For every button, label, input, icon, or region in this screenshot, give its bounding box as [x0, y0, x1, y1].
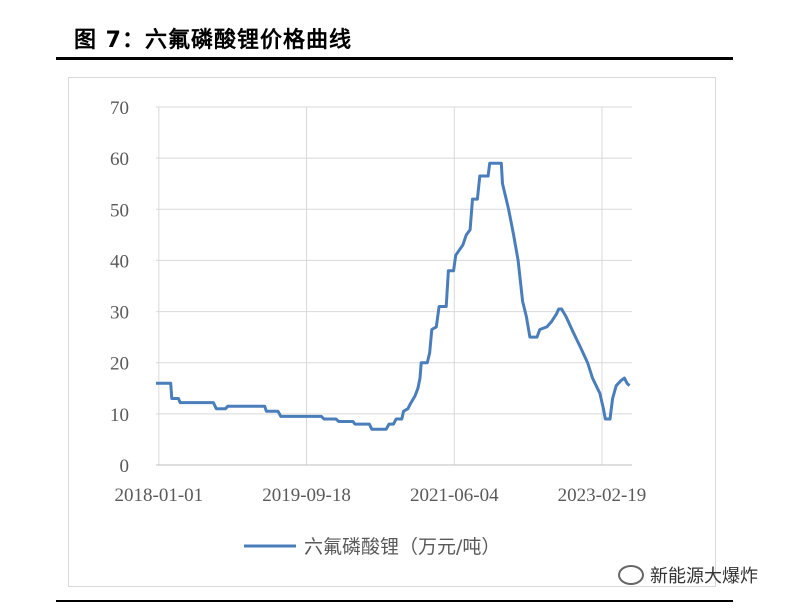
series-line-lipf6-price: [156, 161, 631, 431]
watermark-text: 新能源大爆炸: [650, 566, 758, 587]
y-tick-label: 20: [110, 354, 129, 375]
y-tick-label: 50: [110, 200, 129, 221]
legend: 六氟磷酸锂（万元/吨）: [244, 536, 500, 558]
y-tick-label: 40: [110, 251, 129, 272]
y-axis-ticks: 0 10 20 30 40 50 60 70: [110, 98, 129, 477]
x-tick-label: 2023-02-19: [558, 485, 647, 506]
x-tick-label: 2021-06-04: [410, 485, 499, 506]
top-rule: [56, 57, 733, 60]
legend-label: 六氟磷酸锂（万元/吨）: [304, 536, 500, 558]
y-tick-label: 70: [110, 98, 129, 119]
x-axis-ticks: 2018-01-01 2019-09-18 2021-06-04 2023-02-19: [115, 485, 647, 506]
x-tick-label: 2018-01-01: [115, 485, 204, 506]
gridlines: [156, 106, 632, 465]
watermark: 新能源大爆炸: [618, 562, 758, 588]
y-tick-label: 30: [110, 303, 129, 324]
chart-frame: [68, 77, 716, 587]
y-tick-label: 60: [110, 149, 129, 170]
wechat-icon: [618, 565, 644, 585]
y-tick-label: 10: [110, 405, 129, 426]
x-tick-label: 2019-09-18: [262, 485, 351, 506]
figure-title: 图 7：六氟磷酸锂价格曲线: [74, 28, 352, 53]
y-tick-label: 0: [120, 456, 130, 477]
bottom-rule: [56, 600, 733, 602]
